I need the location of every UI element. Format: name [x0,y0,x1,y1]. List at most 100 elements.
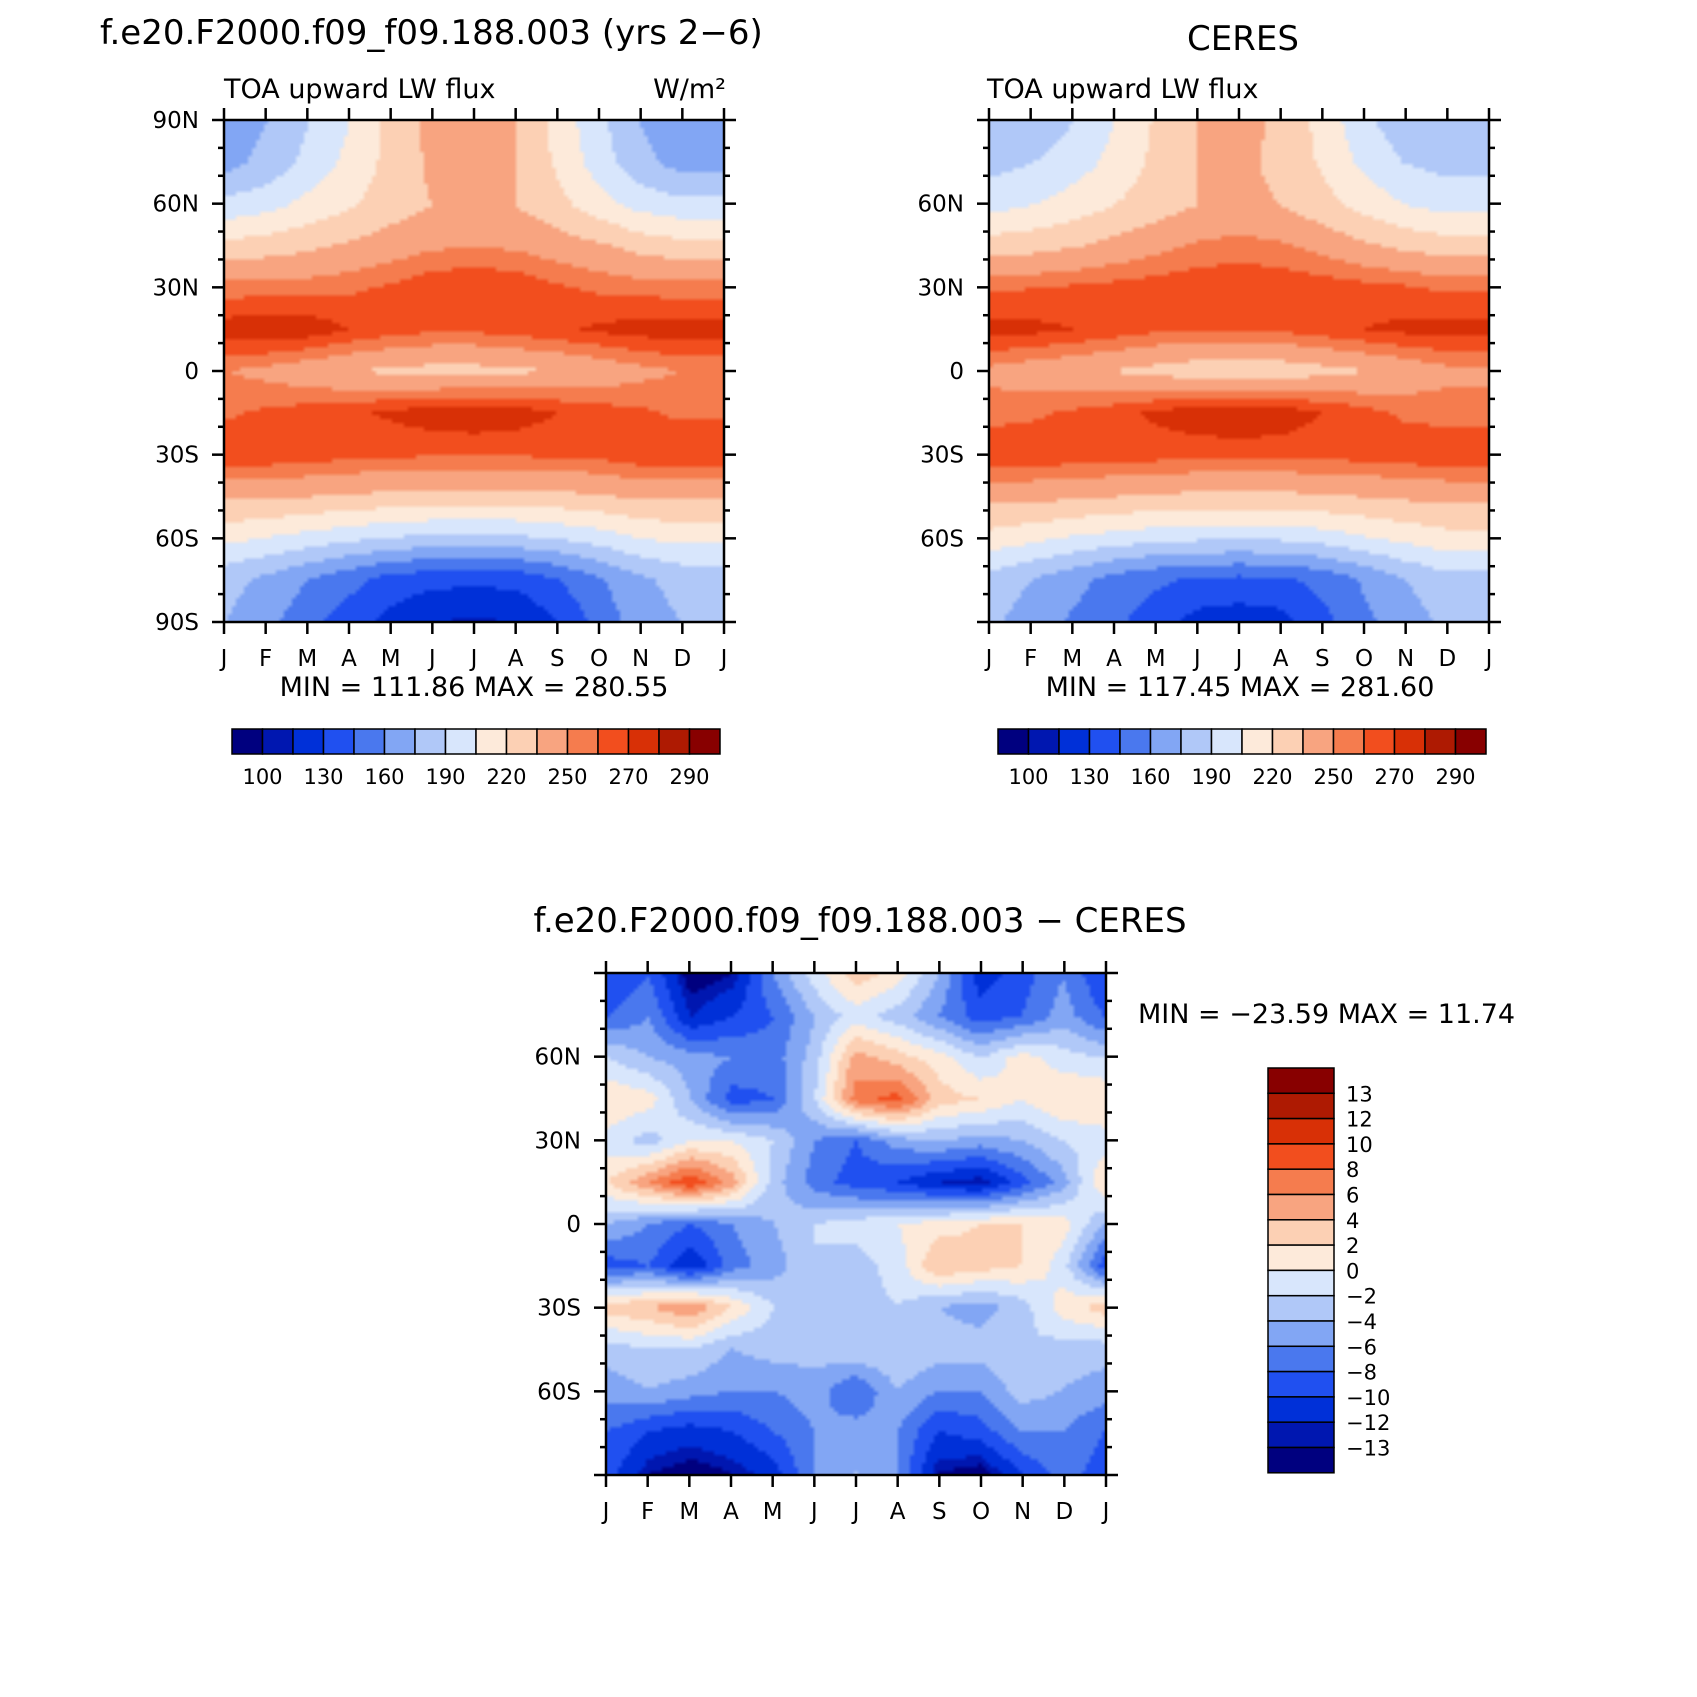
obs-colorbar-label: 250 [1313,765,1353,789]
model-y-tick-label: 0 [184,359,199,385]
obs-title: CERES [1187,19,1299,59]
model-colorbar-label: 250 [547,765,587,789]
diff-colorbar-swatch [1267,1117,1335,1145]
model-y-tick-label: 90S [155,610,199,636]
obs-contour-field [989,120,1489,622]
obs-variable-label: TOA upward LW flux [986,74,1259,105]
model-colorbar-swatch [627,728,660,755]
obs-colorbar-swatch [1424,728,1457,755]
diff-colorbar-swatch [1267,1269,1335,1297]
obs-colorbar-label: 160 [1130,765,1170,789]
model-x-tick-label: M [381,646,401,672]
obs-x-tick-label: M [1146,646,1166,672]
obs-x-tick-label: N [1397,646,1414,672]
obs-x-tick-label: J [984,646,993,672]
obs-x-tick-label: J [1484,646,1493,672]
diff-x-tick-label: J [851,1499,860,1525]
model-colorbar-swatch [597,728,630,755]
model-x-tick-label: M [297,646,317,672]
model-x-tick-label: J [219,646,228,672]
model-colorbar-swatch [322,728,355,755]
model-variable-label: TOA upward LW flux [223,74,496,105]
model-x-tick-label: F [259,646,272,672]
diff-colorbar-swatch [1267,1320,1335,1348]
diff-colorbar-swatch [1267,1092,1335,1120]
diff-x-tick-label: M [679,1499,699,1525]
obs-colorbar-swatch [1210,728,1243,755]
obs-colorbar-label: 190 [1191,765,1231,789]
model-units-label: W/m² [653,74,726,105]
diff-colorbar-label: 8 [1346,1158,1359,1182]
diff-colorbar-swatch [1267,1396,1335,1423]
model-colorbar: 100 130 160 190 220 250 270 290 [231,728,721,789]
model-colorbar-swatch [688,728,721,755]
model-colorbar-label: 190 [425,765,465,789]
diff-colorbar-swatch [1267,1446,1335,1474]
obs-x-tick-label: O [1355,646,1373,672]
diff-x-tick-label: N [1014,1499,1031,1525]
obs-colorbar-swatch [997,728,1030,755]
diff-colorbar-label: −4 [1346,1310,1377,1334]
obs-y-tick-label: 60S [920,526,964,552]
diff-colorbar-swatch [1267,1143,1335,1170]
diff-colorbar-label: 6 [1346,1184,1359,1208]
obs-colorbar-swatch [1332,728,1365,755]
diff-colorbar-swatch [1267,1067,1335,1095]
diff-title: f.e20.F2000.f09_f09.188.003 − CERES [533,901,1186,941]
model-y-tick-label: 60N [153,192,199,218]
diff-colorbar-label: 13 [1346,1082,1373,1106]
obs-colorbar-swatch [1393,728,1426,755]
model-contour-field [224,120,724,622]
diff-colorbar-swatch [1267,1244,1335,1272]
obs-colorbar-label: 100 [1008,765,1048,789]
diff-colorbar-label: −8 [1346,1361,1377,1385]
diff-x-tick-label: F [641,1499,654,1525]
diff-colorbar-swatch [1267,1370,1335,1398]
model-colorbar-label: 270 [608,765,648,789]
diff-colorbar-label: 12 [1346,1108,1373,1132]
model-colorbar-swatch [383,728,416,755]
obs-colorbar-label: 220 [1252,765,1292,789]
model-colorbar-swatch [505,728,538,755]
model-y-tick-label: 30S [155,443,199,469]
diff-colorbar-label: −13 [1346,1437,1390,1461]
diff-colorbar-label: 4 [1346,1209,1359,1233]
model-x-tick-label: A [341,646,357,672]
diff-x-tick-label: M [763,1499,783,1525]
model-colorbar-swatch [353,728,386,755]
obs-y-tick-label: 30S [920,443,964,469]
model-title: f.e20.F2000.f09_f09.188.003 (yrs 2−6) [100,13,763,53]
diff-x-tick-label: J [809,1499,818,1525]
obs-x-tick-label: M [1062,646,1082,672]
obs-x-tick-label: J [1192,646,1201,672]
model-y-tick-label: 90N [153,108,199,134]
model-colorbar-label: 100 [242,765,282,789]
model-y-tick-label: 30N [153,275,199,301]
obs-x-tick-label: D [1438,646,1456,672]
obs-colorbar-swatch [1363,728,1396,755]
obs-x-tick-label: F [1024,646,1037,672]
model-x-tick-label: D [673,646,691,672]
obs-y-tick-label: 60N [918,192,964,218]
model-colorbar-swatch [414,728,447,755]
model-colorbar-swatch [261,728,294,755]
diff-colorbar-swatch [1267,1421,1335,1449]
diff-contour-field [606,973,1106,1475]
model-x-tick-label: J [427,646,436,672]
diff-colorbar-label: 2 [1346,1234,1359,1258]
model-x-tick-label: N [632,646,649,672]
model-colorbar-swatch [475,728,508,755]
model-colorbar-label: 160 [364,765,404,789]
diff-colorbar-label: 0 [1346,1259,1359,1283]
model-x-tick-label: O [590,646,608,672]
diff-colorbar-swatch [1267,1193,1335,1221]
diff-x-tick-label: J [601,1499,610,1525]
model-colorbar-label: 130 [303,765,343,789]
diff-colorbar-swatch [1267,1168,1335,1196]
obs-stats: MIN = 117.45 MAX = 281.60 [1046,672,1435,703]
model-x-tick-label: S [550,646,565,672]
obs-y-tick-label: 30N [918,275,964,301]
